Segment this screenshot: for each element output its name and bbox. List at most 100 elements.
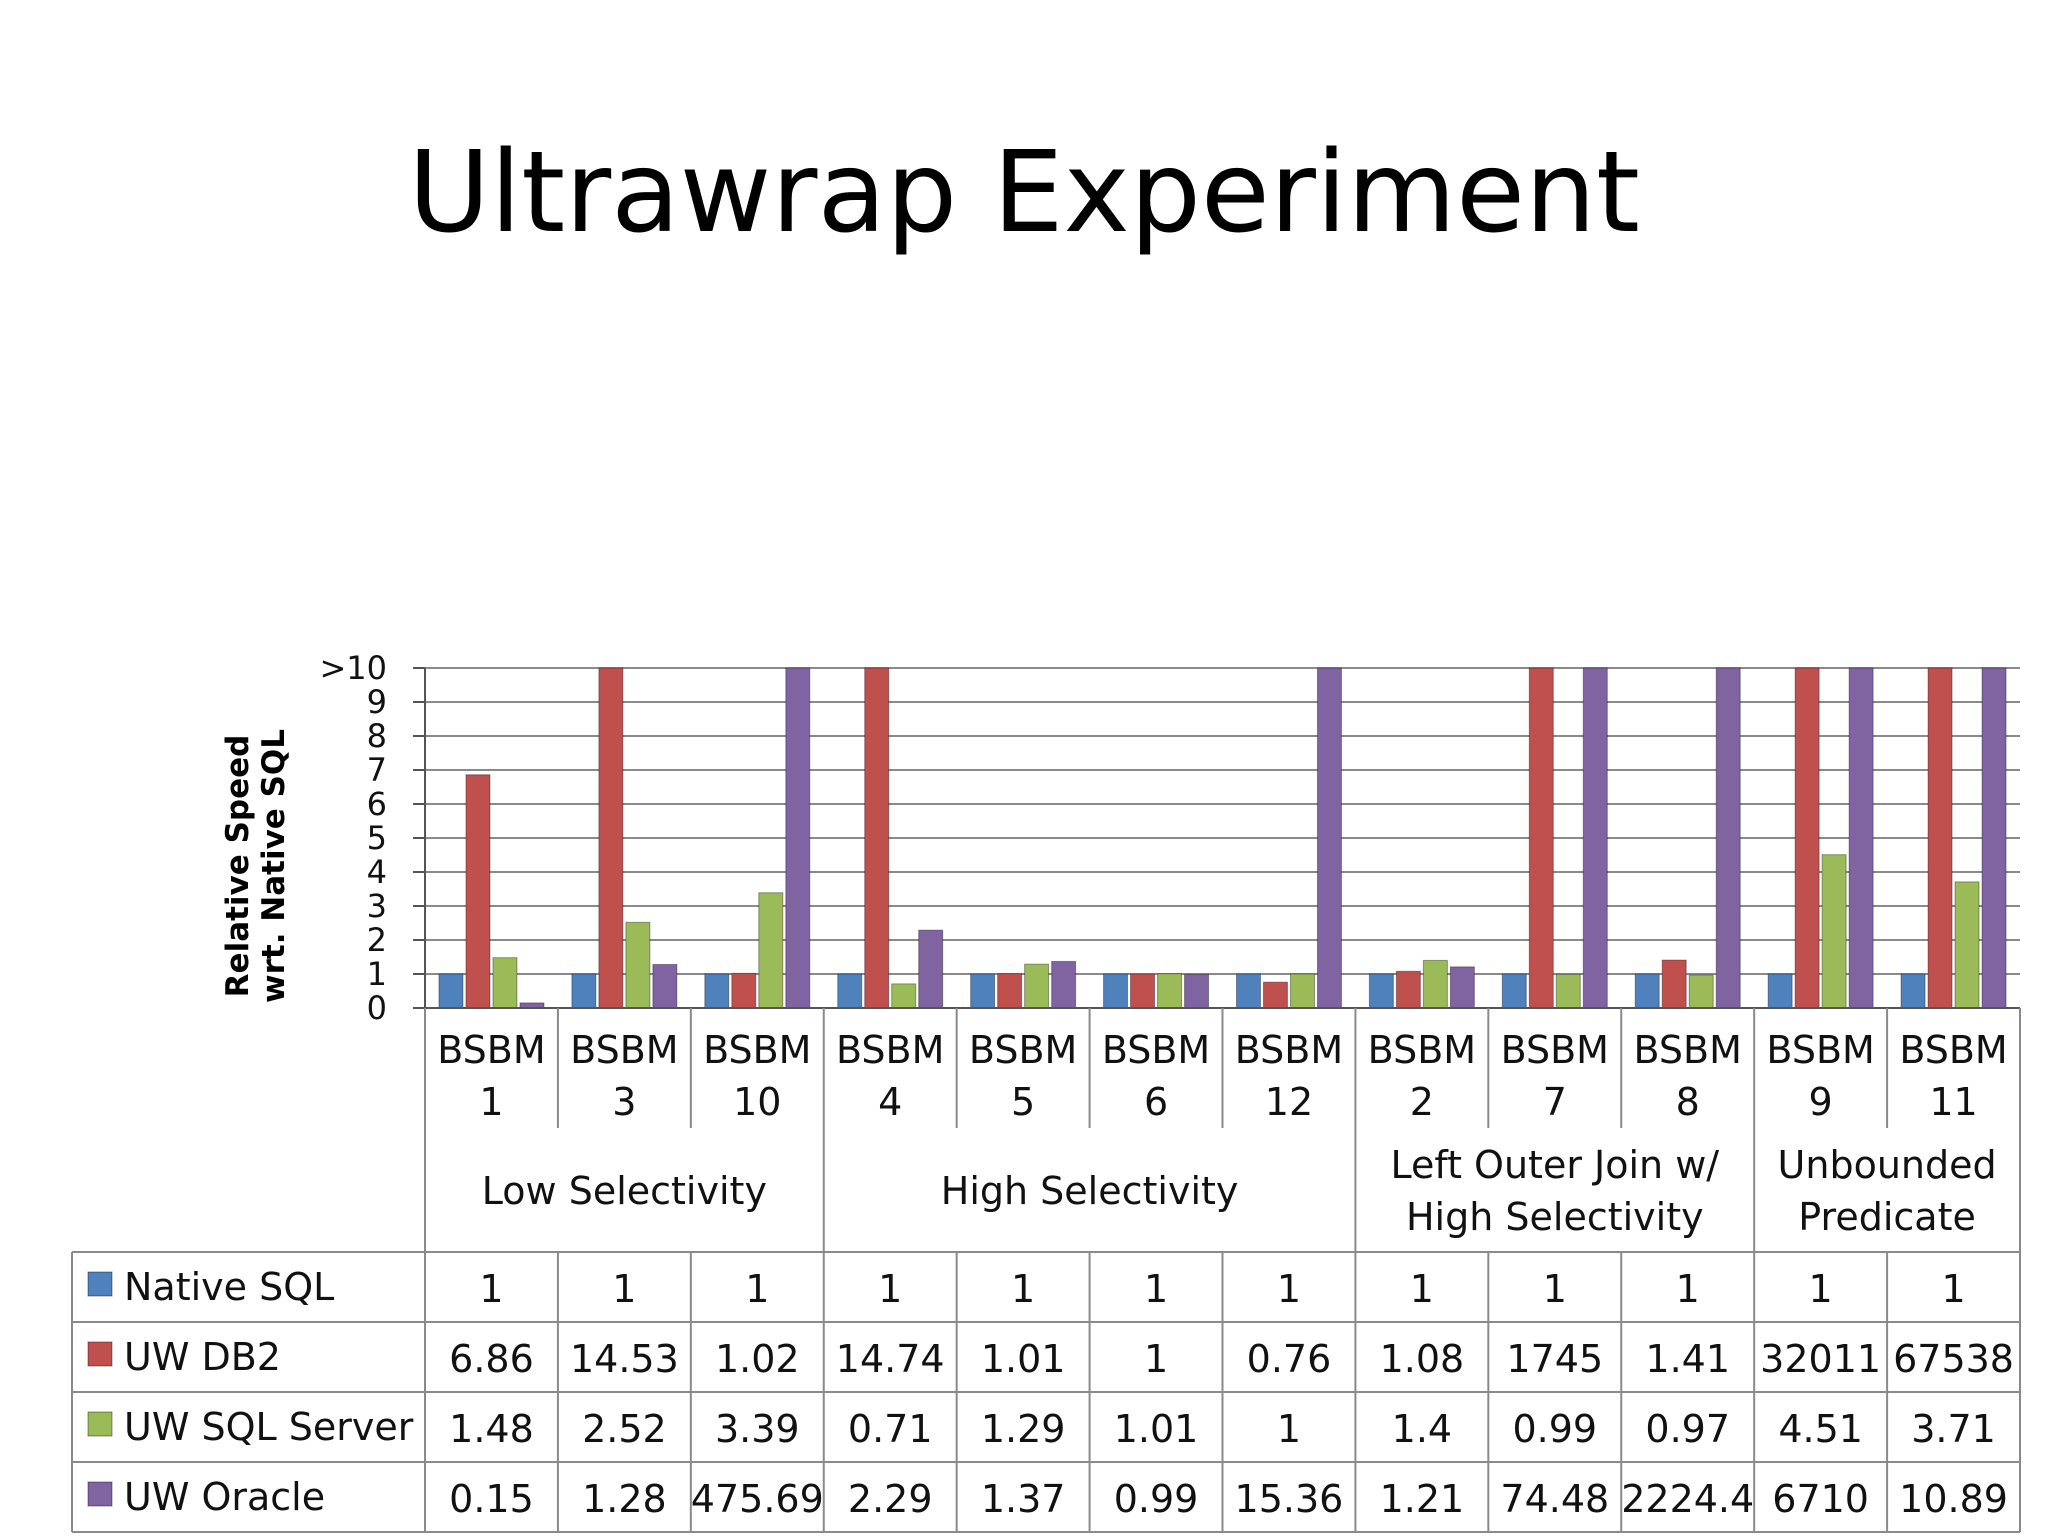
category-label: 8	[1676, 1080, 1700, 1124]
bar	[837, 973, 863, 1009]
bar	[1422, 959, 1448, 1009]
table-value: 6.86	[449, 1337, 534, 1381]
category-label: 12	[1265, 1080, 1313, 1124]
table-value: 1	[1410, 1267, 1434, 1311]
table-value: 1	[479, 1267, 503, 1311]
table-value: 475.69	[691, 1477, 824, 1521]
group-label: Low Selectivity	[482, 1169, 767, 1213]
table-value: 0.15	[449, 1477, 534, 1521]
category-label: BSBM	[437, 1028, 545, 1072]
category-label: 11	[1929, 1080, 1977, 1124]
y-axis-title-line: Relative Speed	[220, 735, 256, 998]
bar	[1501, 973, 1527, 1009]
bar	[1848, 667, 1874, 1009]
category-label: BSBM	[1501, 1028, 1609, 1072]
bar	[758, 892, 784, 1009]
table-value: 6710	[1772, 1477, 1869, 1521]
table-value: 1.08	[1380, 1337, 1465, 1381]
category-label: 3	[612, 1080, 636, 1124]
bar	[1688, 974, 1714, 1009]
table-value: 1	[878, 1267, 902, 1311]
table-value: 1	[612, 1267, 636, 1311]
y-axis-label: Relative Speedwrt. Native SQL	[220, 729, 292, 1003]
bar	[1395, 970, 1421, 1009]
category-label: BSBM	[1368, 1028, 1476, 1072]
category-label: BSBM	[570, 1028, 678, 1072]
bar	[571, 973, 597, 1009]
table-value: 2.52	[582, 1407, 667, 1451]
group-label: High Selectivity	[1406, 1195, 1704, 1239]
category-label: BSBM	[1766, 1028, 1874, 1072]
legend-swatch	[87, 1271, 113, 1297]
bar	[625, 921, 651, 1009]
bar	[652, 963, 678, 1009]
bar	[1235, 973, 1261, 1009]
bar	[1582, 667, 1608, 1009]
table-value: 1	[1144, 1337, 1168, 1381]
category-label: 7	[1543, 1080, 1567, 1124]
bar	[918, 929, 944, 1009]
category-label: BSBM	[969, 1028, 1077, 1072]
table-value: 74.48	[1500, 1477, 1609, 1521]
bar	[731, 972, 757, 1009]
table-value: 1745	[1506, 1337, 1603, 1381]
category-label: 2	[1410, 1080, 1434, 1124]
table-value: 1.48	[449, 1407, 534, 1451]
gridlines	[425, 667, 2020, 1009]
table-value: 1.37	[981, 1477, 1066, 1521]
bar	[1130, 973, 1156, 1009]
category-label: BSBM	[1235, 1028, 1343, 1072]
bar	[598, 667, 624, 1009]
category-label: BSBM	[836, 1028, 944, 1072]
group-label: Left Outer Join w/	[1390, 1143, 1719, 1187]
table-value: 14.53	[570, 1337, 679, 1381]
y-tick-label: 0	[367, 989, 387, 1027]
y-axis-title-line: wrt. Native SQL	[256, 729, 292, 1003]
bar	[704, 973, 730, 1009]
table-value: 1.21	[1380, 1477, 1465, 1521]
bar	[1661, 959, 1687, 1009]
legend-swatch	[87, 1411, 113, 1437]
table-value: 1.01	[1114, 1407, 1199, 1451]
y-tick-label: >10	[319, 649, 387, 687]
group-label: Predicate	[1798, 1195, 1976, 1239]
table-value: 2224.4	[1621, 1477, 1754, 1521]
bar	[1262, 981, 1288, 1009]
table-value: 1	[745, 1267, 769, 1311]
bar	[1449, 966, 1475, 1009]
bar	[438, 973, 464, 1009]
legend-label: UW Oracle	[124, 1475, 325, 1519]
bar	[1184, 973, 1210, 1009]
bar	[492, 957, 518, 1009]
bar	[1767, 973, 1793, 1009]
table-value: 67538	[1893, 1337, 2014, 1381]
legend-label: UW DB2	[124, 1335, 281, 1379]
bar	[785, 667, 811, 1009]
legend-label: Native SQL	[124, 1265, 334, 1309]
table-value: 0.97	[1645, 1407, 1730, 1451]
bar	[1981, 667, 2007, 1009]
y-tick-label: 5	[367, 819, 387, 857]
data-table: BSBM1BSBM3BSBM10BSBM4BSBM5BSBM6BSBM12BSB…	[71, 1008, 2021, 1533]
y-tick-label: 1	[367, 955, 387, 993]
table-value: 0.76	[1247, 1337, 1332, 1381]
table-value: 1	[1144, 1267, 1168, 1311]
bar	[1927, 667, 1953, 1009]
bar	[1024, 963, 1050, 1009]
bar	[1316, 667, 1342, 1009]
category-label: BSBM	[1899, 1028, 2007, 1072]
table-value: 1	[1543, 1267, 1567, 1311]
table-value: 0.71	[848, 1407, 933, 1451]
table-value: 1	[1277, 1267, 1301, 1311]
table-value: 1	[1277, 1407, 1301, 1451]
table-value: 0.99	[1114, 1477, 1199, 1521]
legend-swatch	[87, 1341, 113, 1367]
bar	[1634, 973, 1660, 1009]
table-value: 1.4	[1392, 1407, 1452, 1451]
bar	[1157, 973, 1183, 1009]
category-label: BSBM	[1102, 1028, 1210, 1072]
table-value: 32011	[1760, 1337, 1881, 1381]
bar	[1555, 973, 1581, 1009]
